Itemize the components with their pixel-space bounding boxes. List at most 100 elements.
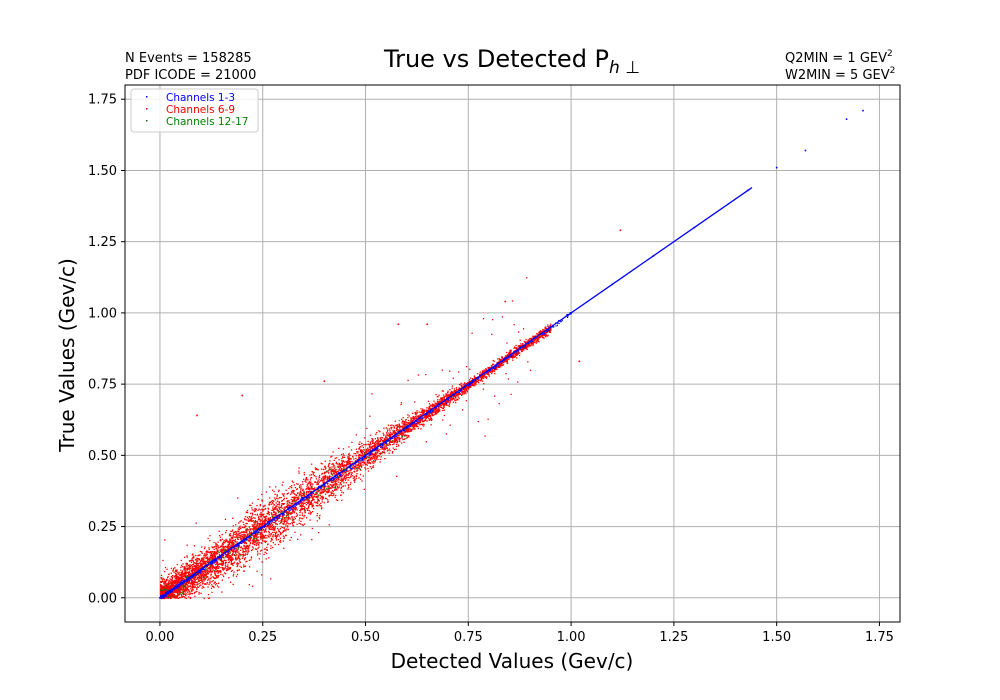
scatter-point (291, 507, 293, 509)
scatter-point (160, 581, 162, 584)
scatter-point (311, 505, 314, 508)
scatter-point (228, 561, 231, 563)
scatter-point (547, 334, 549, 336)
scatter-point (298, 472, 300, 474)
scatter-point (174, 584, 176, 587)
scatter-point (374, 459, 377, 461)
scatter-point (227, 541, 230, 544)
scatter-point (417, 415, 420, 417)
scatter-point (294, 497, 296, 499)
scatter-point (347, 486, 350, 489)
scatter-point (208, 558, 210, 560)
scatter-point (264, 541, 267, 544)
scatter-point (418, 421, 421, 423)
scatter-point (224, 563, 227, 565)
scatter-point (330, 456, 332, 458)
scatter-point (274, 508, 277, 510)
scatter-point (268, 527, 271, 529)
scatter-point (297, 498, 299, 501)
scatter-point (386, 431, 388, 433)
scatter-point (312, 499, 314, 501)
scatter-point (225, 546, 227, 548)
scatter-point (331, 473, 334, 476)
scatter-point (230, 562, 233, 565)
scatter-point (238, 554, 240, 556)
scatter-point (222, 575, 225, 578)
scatter-point (226, 539, 228, 541)
scatter-point (423, 420, 426, 422)
scatter-point (492, 370, 494, 372)
scatter-point (313, 471, 315, 474)
scatter-point (285, 506, 287, 509)
scatter-point (183, 584, 185, 587)
scatter-point (453, 398, 455, 400)
scatter-point (413, 425, 415, 427)
scatter-point (261, 525, 263, 527)
scatter-point (385, 436, 387, 438)
scatter-point (310, 501, 312, 504)
scatter-point (260, 549, 263, 551)
scatter-point (183, 589, 185, 591)
scatter-point (194, 579, 196, 581)
scatter-point (338, 484, 340, 486)
scatter-point (327, 465, 330, 468)
scatter-point (268, 532, 270, 534)
scatter-point (244, 541, 246, 543)
scatter-point (519, 339, 521, 341)
scatter-point (332, 472, 335, 474)
scatter-point (211, 581, 213, 583)
scatter-point (265, 526, 268, 528)
scatter-point (219, 549, 221, 551)
scatter-point (447, 394, 449, 396)
scatter-point (349, 476, 352, 478)
scatter-point (278, 516, 280, 518)
scatter-point (347, 472, 350, 475)
scatter-point (323, 475, 325, 478)
scatter-point (380, 456, 382, 458)
scatter-point (437, 399, 439, 401)
scatter-point (200, 577, 203, 579)
scatter-point (363, 453, 366, 455)
scatter-point (284, 520, 286, 522)
scatter-point (261, 524, 264, 526)
scatter-point (275, 517, 278, 520)
scatter-point (216, 562, 218, 564)
scatter-point (170, 572, 172, 574)
scatter-point (211, 570, 214, 572)
scatter-point (256, 542, 258, 545)
scatter-point (214, 552, 216, 554)
scatter-point (336, 463, 339, 465)
scatter-point (176, 571, 179, 573)
scatter-point (193, 582, 196, 584)
scatter-point (270, 533, 272, 535)
scatter-point (232, 539, 235, 541)
scatter-point (381, 436, 383, 439)
scatter-point (187, 581, 189, 584)
scatter-point (236, 573, 239, 576)
scatter-point (269, 497, 271, 499)
scatter-point-cloud (159, 187, 753, 600)
scatter-point (243, 523, 245, 526)
scatter-point (491, 369, 493, 371)
scatter-point (418, 411, 420, 413)
scatter-point (350, 475, 352, 477)
scatter-point (348, 460, 350, 462)
scatter-point (261, 532, 263, 534)
scatter-point (199, 560, 202, 563)
scatter-point (211, 571, 213, 573)
scatter-point (424, 419, 426, 421)
scatter-point (283, 514, 285, 516)
scatter-point (238, 569, 241, 571)
scatter-point (263, 513, 265, 516)
scatter-point (276, 523, 278, 526)
scatter-point (242, 534, 244, 536)
scatter-point (242, 556, 244, 558)
scatter-point (327, 470, 329, 472)
scatter-point (208, 561, 210, 563)
scatter-point (306, 498, 308, 500)
scatter-point (328, 488, 330, 490)
scatter-point (287, 518, 290, 520)
scatter-point (319, 492, 321, 494)
scatter-point (331, 463, 333, 465)
scatter-point (211, 591, 213, 594)
